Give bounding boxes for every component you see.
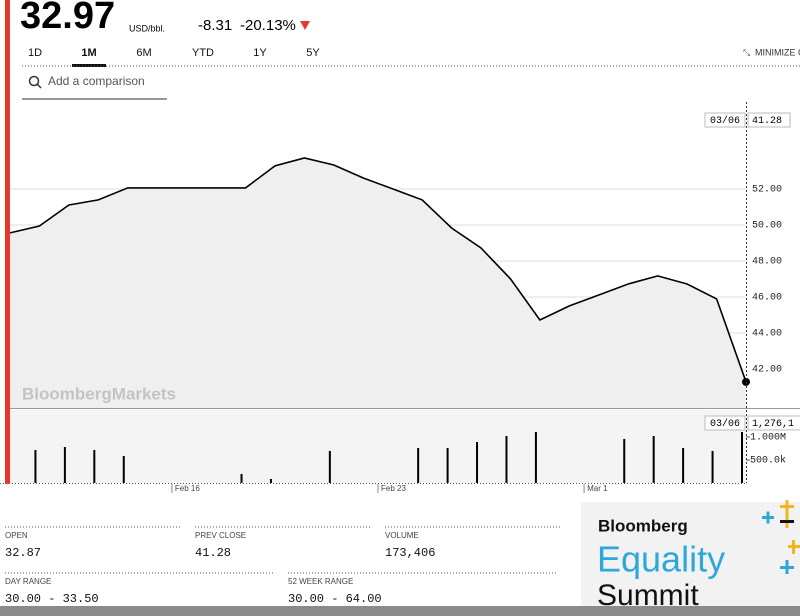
volume-bar: [240, 473, 243, 483]
volume-panel: [10, 410, 746, 483]
volume-bar: [446, 447, 449, 483]
tab[interactable]: YTD: [192, 47, 214, 59]
x-tick-label: Feb 16: [175, 484, 200, 493]
volume-bar: [476, 442, 479, 483]
volume-bar: [652, 435, 655, 483]
crosshair-volume: 1,276,1: [752, 419, 794, 430]
volume-bar: [63, 446, 66, 483]
change-pct: -20.13%: [240, 17, 296, 34]
volume-bar: [623, 438, 626, 483]
price-area: [10, 158, 746, 408]
ad-decoration: [762, 500, 800, 574]
unit: USD/bbl.: [129, 23, 165, 33]
volume-bar: [93, 450, 96, 483]
price-line: [9, 157, 747, 383]
crosshair-box: [704, 112, 746, 128]
y-tick-label: 46.00: [752, 293, 782, 304]
minimize-button[interactable]: MINIMIZE C: [755, 47, 800, 57]
crosshair-box: [704, 415, 746, 431]
watermark: BloombergMarkets: [22, 384, 176, 403]
volume-bar: [328, 450, 331, 483]
crosshair-date: 03/06: [710, 115, 740, 127]
change: -8.31: [198, 17, 232, 34]
search-input[interactable]: Add a comparison: [48, 74, 145, 88]
y-tick-label: 52.00: [752, 185, 782, 196]
volume-bar: [34, 450, 37, 483]
tab[interactable]: 1D: [28, 47, 42, 59]
y-tick-label: 48.00: [752, 257, 782, 268]
stat-value: 30.00 - 33.50: [5, 592, 99, 606]
stat-label: OPEN: [5, 531, 28, 540]
stats: OPEN 32.87 PREV CLOSE 41.28 VOLUME 173,406 DAY…: [5, 526, 562, 606]
stat-value: 173,406: [385, 546, 435, 560]
down-arrow: [300, 21, 310, 30]
y-tick-label: 50.00: [752, 221, 782, 232]
stat-label: VOLUME: [385, 531, 419, 540]
volume-bar: [505, 435, 508, 483]
x-tick-label: Feb 23: [381, 484, 406, 493]
volume-bar: [122, 455, 125, 483]
volume-bar: [711, 450, 714, 483]
ad-panel[interactable]: [581, 502, 800, 608]
crosshair-price: 41.28: [752, 116, 782, 127]
tabs: 1D 1M 6M YTD 1Y 5Y: [28, 47, 320, 67]
stat-value: 41.28: [195, 546, 231, 560]
ad-brand: Bloomberg: [598, 516, 688, 535]
volume-bar: [534, 431, 537, 483]
volume-bar: [682, 447, 685, 483]
crosshair-box: [747, 415, 800, 431]
accent-bar: [5, 0, 10, 484]
tab[interactable]: 1M: [81, 47, 96, 59]
volume-bar: [269, 478, 272, 483]
ad-title: Equality: [597, 539, 725, 580]
y-tick-label: 44.00: [752, 329, 782, 340]
y2-tick-label: 500.0k: [750, 455, 786, 467]
stat-label: PREV CLOSE: [195, 531, 246, 540]
stat-value: 30.00 - 64.00: [288, 592, 382, 606]
bottom-bar: [0, 606, 800, 616]
crosshair-box: [747, 112, 791, 128]
stat-label: DAY RANGE: [5, 577, 51, 586]
stat-value: 32.87: [5, 546, 41, 560]
crosshair-date: 03/06: [710, 418, 740, 430]
minimize-icon: ⤡: [743, 47, 750, 57]
x-tick-label: Mar 1: [587, 484, 608, 493]
search-icon: [36, 83, 42, 89]
y-tick-label: 42.00: [752, 365, 782, 376]
last-point: [742, 377, 750, 386]
tab[interactable]: 6M: [136, 47, 151, 59]
volume-bar: [417, 447, 420, 483]
tab[interactable]: 1Y: [253, 47, 267, 59]
chart: 42.00 44.00 46.00 48.00 50.00 52.00 500.0k 1.00…: [5, 157, 786, 493]
y2-tick-label: 1.000M: [750, 433, 786, 444]
search-icon: [28, 75, 40, 87]
volume-bar: [741, 431, 743, 483]
price: 32.97: [20, 0, 115, 37]
tab[interactable]: 5Y: [306, 47, 320, 59]
stat-label: 52 WEEK RANGE: [288, 577, 353, 586]
